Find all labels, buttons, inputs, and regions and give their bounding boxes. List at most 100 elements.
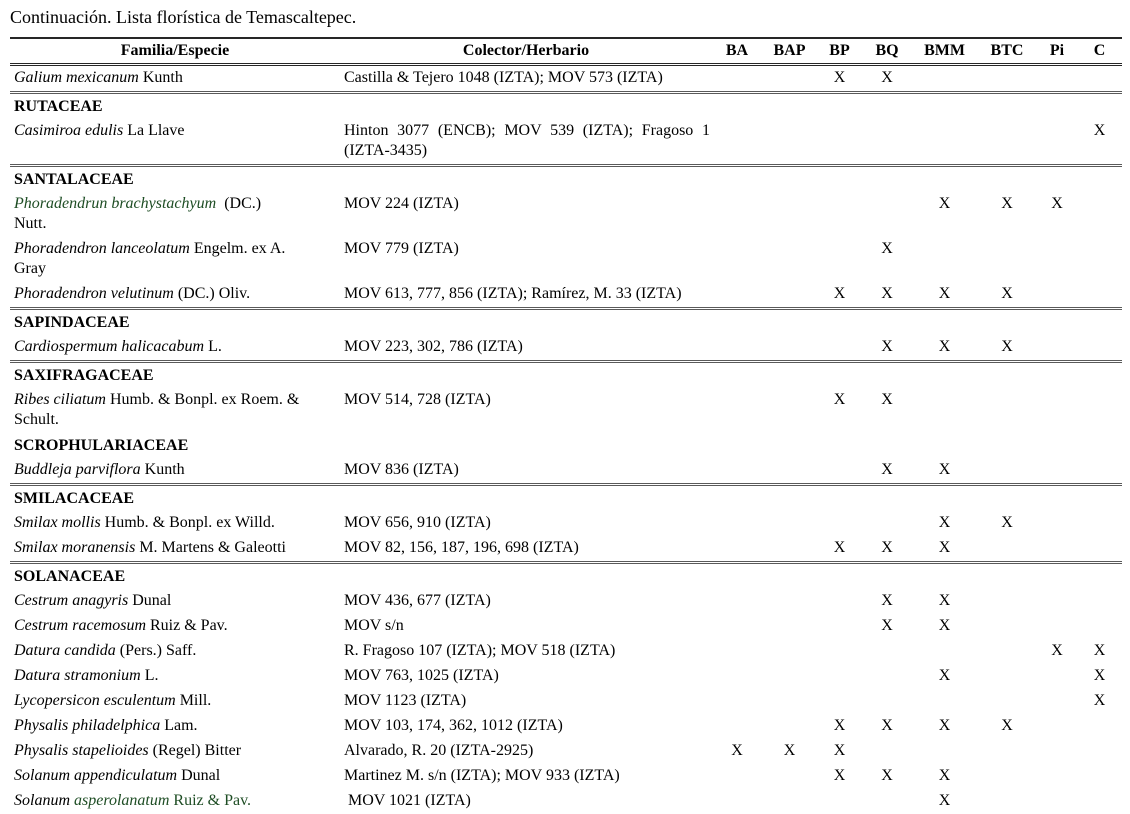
habitat-mark-bp: X: [817, 714, 862, 739]
habitat-mark-bmm: [912, 237, 977, 282]
habitat-mark-c: [1077, 388, 1122, 433]
species-row: Lycopersicon esculentum Mill.MOV 1123 (I…: [10, 689, 1122, 714]
habitat-mark-c: [1077, 192, 1122, 237]
family-name: RUTACEAE: [10, 93, 1122, 120]
collector-herbarium: Martinez M. s/n (IZTA); MOV 933 (IZTA): [340, 764, 712, 789]
species-name-segment: Physalis stapelioides: [14, 742, 149, 759]
species-name-segment: Solanum appendiculatum: [14, 767, 177, 784]
species-row: Smilax mollis Humb. & Bonpl. ex Willd.MO…: [10, 511, 1122, 536]
habitat-mark-bp: [817, 664, 862, 689]
species-name: Casimiroa edulis La Llave: [10, 119, 340, 166]
habitat-mark-pi: [1037, 335, 1077, 362]
collector-herbarium: MOV s/n: [340, 614, 712, 639]
habitat-mark-bmm: [912, 119, 977, 166]
collector-herbarium: Alvarado, R. 20 (IZTA-2925): [340, 739, 712, 764]
species-name: Galium mexicanum Kunth: [10, 65, 340, 93]
col-header-bap: BAP: [762, 38, 817, 65]
habitat-mark-bp: [817, 237, 862, 282]
species-name: Physalis philadelphica Lam.: [10, 714, 340, 739]
species-name: Solanum appendiculatum Dunal: [10, 764, 340, 789]
collector-line: (IZTA-3435): [344, 141, 710, 161]
col-header-pi: Pi: [1037, 38, 1077, 65]
family-name: SAPINDACEAE: [10, 309, 1122, 336]
habitat-mark-c: [1077, 714, 1122, 739]
habitat-mark-bap: [762, 639, 817, 664]
habitat-mark-bmm: X: [912, 335, 977, 362]
habitat-mark-bp: X: [817, 536, 862, 563]
page-title: Continuación. Lista florística de Temasc…: [10, 6, 1122, 28]
habitat-mark-bp: [817, 458, 862, 485]
family-name: SANTALACEAE: [10, 166, 1122, 193]
habitat-mark-bap: [762, 282, 817, 309]
col-header-colector-herbario: Colector/Herbario: [340, 38, 712, 65]
habitat-mark-ba: [712, 458, 762, 485]
species-name-segment: Humb. & Bonpl. ex Roem. &: [106, 391, 299, 408]
habitat-mark-btc: [977, 639, 1037, 664]
habitat-mark-btc: [977, 119, 1037, 166]
species-name-segment: Cestrum racemosum: [14, 617, 146, 634]
habitat-mark-bap: [762, 764, 817, 789]
species-name-segment: Dunal: [128, 592, 171, 609]
species-name-segment: (DC.) Oliv.: [174, 285, 250, 302]
species-name: Phoradendron lanceolatum Engelm. ex A.Gr…: [10, 237, 340, 282]
habitat-mark-bp: X: [817, 282, 862, 309]
species-name-segment: Gray: [14, 260, 46, 277]
habitat-mark-pi: [1037, 388, 1077, 433]
habitat-mark-ba: [712, 335, 762, 362]
species-name-segment: (Pers.) Saff.: [116, 642, 197, 659]
habitat-mark-bp: X: [817, 65, 862, 93]
species-row: Ribes ciliatum Humb. & Bonpl. ex Roem. &…: [10, 388, 1122, 433]
habitat-mark-c: [1077, 589, 1122, 614]
collector-herbarium: Castilla & Tejero 1048 (IZTA); MOV 573 (…: [340, 65, 712, 93]
habitat-mark-bap: [762, 65, 817, 93]
collector-herbarium: MOV 656, 910 (IZTA): [340, 511, 712, 536]
species-name-segment: Phoradendron lanceolatum: [14, 240, 190, 257]
habitat-mark-btc: [977, 458, 1037, 485]
habitat-mark-bq: X: [862, 335, 912, 362]
habitat-mark-bp: [817, 335, 862, 362]
habitat-mark-c: X: [1077, 119, 1122, 166]
habitat-mark-bp: [817, 192, 862, 237]
habitat-mark-bap: [762, 237, 817, 282]
family-row: SMILACACEAE: [10, 485, 1122, 512]
species-name: Datura stramonium L.: [10, 664, 340, 689]
habitat-mark-btc: [977, 764, 1037, 789]
habitat-mark-bq: X: [862, 614, 912, 639]
habitat-mark-bq: X: [862, 388, 912, 433]
species-name-segment: Physalis philadelphica: [14, 717, 160, 734]
habitat-mark-bmm: X: [912, 714, 977, 739]
collector-herbarium: MOV 514, 728 (IZTA): [340, 388, 712, 433]
habitat-mark-bq: X: [862, 714, 912, 739]
family-name: SMILACACEAE: [10, 485, 1122, 512]
habitat-mark-ba: [712, 589, 762, 614]
collector-herbarium: MOV 613, 777, 856 (IZTA); Ramírez, M. 33…: [340, 282, 712, 309]
species-name: Solanum asperolanatum Ruiz & Pav.: [10, 789, 340, 814]
habitat-mark-c: [1077, 739, 1122, 764]
species-row: Datura candida (Pers.) Saff.R. Fragoso 1…: [10, 639, 1122, 664]
habitat-mark-btc: [977, 664, 1037, 689]
habitat-mark-btc: [977, 739, 1037, 764]
habitat-mark-bmm: [912, 388, 977, 433]
habitat-mark-btc: [977, 65, 1037, 93]
species-name: Phoradendrun brachystachyum (DC.)Nutt.: [10, 192, 340, 237]
habitat-mark-ba: [712, 65, 762, 93]
habitat-mark-ba: [712, 714, 762, 739]
habitat-mark-btc: X: [977, 714, 1037, 739]
habitat-mark-pi: [1037, 511, 1077, 536]
species-name-segment: Solanum: [14, 792, 70, 809]
species-name-segment: Datura candida: [14, 642, 116, 659]
habitat-mark-pi: X: [1037, 192, 1077, 237]
habitat-mark-c: [1077, 335, 1122, 362]
habitat-mark-bap: [762, 589, 817, 614]
habitat-mark-bap: [762, 388, 817, 433]
habitat-mark-bap: [762, 119, 817, 166]
collector-herbarium: MOV 779 (IZTA): [340, 237, 712, 282]
habitat-mark-pi: [1037, 614, 1077, 639]
habitat-mark-bp: X: [817, 388, 862, 433]
species-name-segment: Phoradendron velutinum: [14, 285, 174, 302]
habitat-mark-ba: [712, 639, 762, 664]
